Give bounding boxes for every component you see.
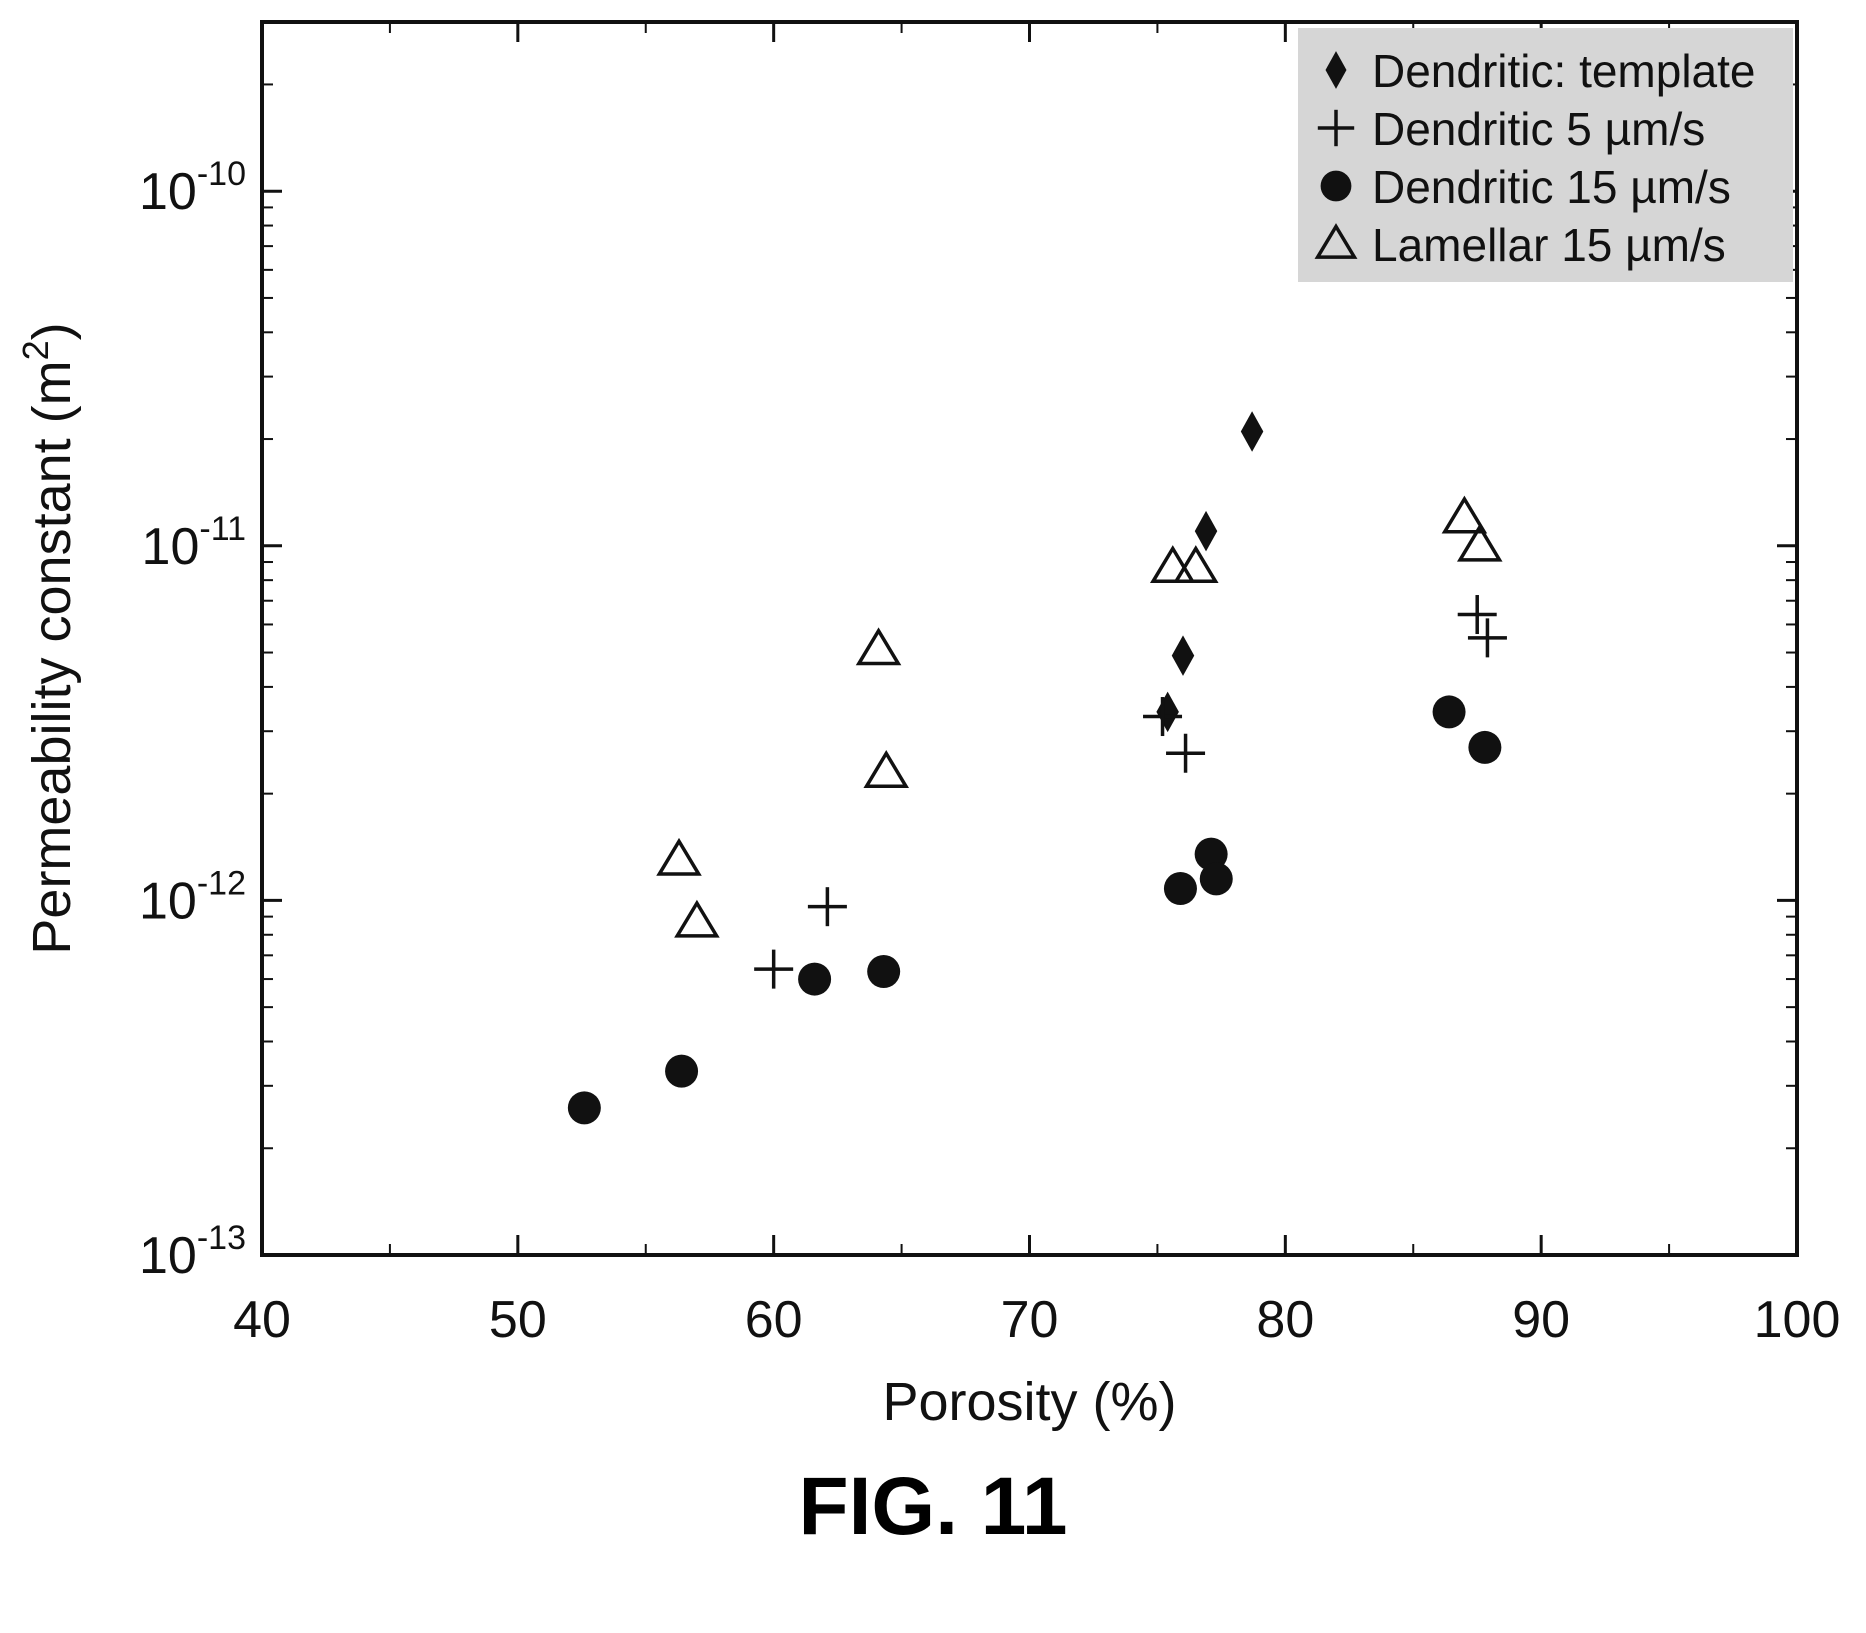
data-point-series-1: [1156, 691, 1179, 733]
x-tick-label: 40: [233, 1291, 291, 1349]
legend-marker-3: [1320, 170, 1352, 202]
data-point-series-4: [674, 899, 720, 938]
legend: Dendritic: template Dendritic 5 µm/s Dendr…: [1298, 28, 1793, 282]
legend-label: Lamellar 15 µm/s: [1372, 219, 1726, 271]
data-point-series-3: [665, 1054, 699, 1088]
x-tick-label: 80: [1256, 1291, 1314, 1349]
data-point-series-3: [798, 962, 832, 996]
data-point-series-2: [1143, 697, 1183, 737]
marks-layer: [567, 411, 1507, 1125]
y-tick-label: 10-11: [142, 510, 246, 576]
x-tick-label: 70: [1001, 1291, 1059, 1349]
data-point-series-3: [1163, 872, 1197, 906]
data-point-series-3: [1199, 862, 1233, 896]
data-point-series-3: [1194, 837, 1228, 871]
data-point-series-3: [1468, 730, 1502, 764]
y-tick-label: 10-12: [139, 864, 246, 930]
data-point-series-4: [855, 627, 902, 666]
data-point-series-2: [807, 887, 847, 927]
data-point-series-2: [754, 949, 794, 989]
data-point-series-4: [1173, 545, 1219, 584]
legend-marker-4: [1314, 223, 1358, 259]
x-axis-label: Porosity (%): [882, 1372, 1176, 1432]
data-point-series-1: [1240, 411, 1264, 452]
x-tick-label: 50: [489, 1291, 547, 1349]
legend-label: Dendritic: template: [1372, 45, 1756, 97]
data-point-series-4: [1441, 495, 1488, 534]
data-point-series-4: [1149, 545, 1196, 584]
x-tick-label: 90: [1512, 1291, 1570, 1349]
x-tick-label: 100: [1754, 1291, 1841, 1349]
legend-marker-2: [1317, 109, 1355, 147]
data-point-series-4: [656, 837, 702, 876]
y-tick-label: 10-13: [139, 1219, 246, 1285]
data-point-series-2: [1166, 733, 1206, 773]
data-point-series-4: [1456, 523, 1503, 562]
data-point-series-1: [1171, 635, 1195, 676]
data-point-series-1: [1194, 510, 1218, 552]
x-tick-label: 60: [745, 1291, 803, 1349]
y-axis-label: Permeability constant (m2): [15, 322, 82, 954]
data-point-series-2: [1467, 618, 1507, 658]
y-tick-label: 10-10: [139, 155, 246, 221]
data-point-series-3: [867, 955, 901, 989]
data-point-series-2: [1457, 595, 1497, 635]
axis-labels: 40 50 60 70 80 90 100 10-13 10-12 10-11 10-10 Poros…: [15, 155, 1840, 1432]
data-point-series-3: [1432, 695, 1466, 729]
figure-caption: FIG. 11: [798, 1461, 1068, 1552]
legend-label: Dendritic 15 µm/s: [1372, 161, 1731, 213]
data-point-series-4: [863, 749, 910, 788]
legend-label: Dendritic 5 µm/s: [1372, 103, 1705, 155]
legend-box: [1298, 28, 1793, 282]
data-point-series-3: [567, 1091, 601, 1125]
legend-marker-1: [1325, 51, 1347, 89]
